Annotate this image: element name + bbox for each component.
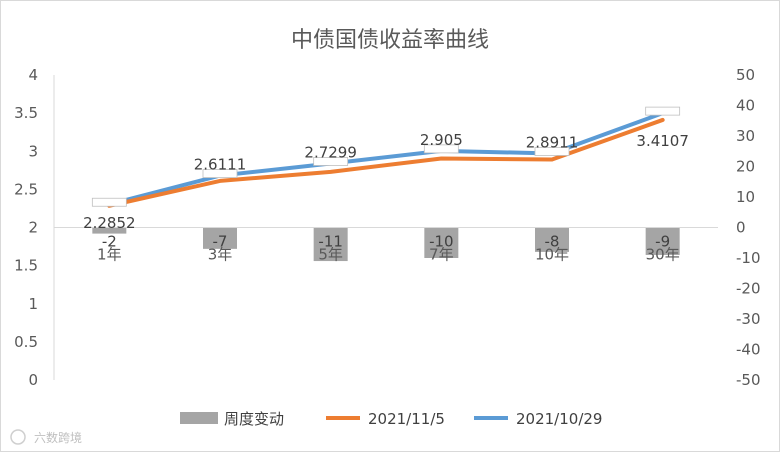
category-label: 5年 bbox=[318, 246, 343, 264]
line-marker-box bbox=[645, 106, 681, 116]
category-label: 3年 bbox=[208, 246, 233, 264]
series-line-2021-11-05 bbox=[107, 117, 665, 208]
line-data-label: 2.8911 bbox=[526, 133, 579, 151]
bar-data-label: -2 bbox=[102, 233, 117, 251]
chart-title: 中债国债收益率曲线 bbox=[291, 28, 489, 53]
weekly-change-bar bbox=[203, 227, 237, 249]
watermark-logo-icon bbox=[10, 429, 26, 445]
category-label: 10年 bbox=[535, 246, 569, 264]
category-label: 1年 bbox=[97, 246, 122, 264]
y-right-tick-label: -50 bbox=[736, 371, 761, 389]
y-left-tick-label: 3 bbox=[28, 142, 38, 160]
line-data-label: 2.2852 bbox=[83, 214, 136, 232]
legend-label: 周度变动 bbox=[224, 410, 284, 428]
y-right-tick-label: -10 bbox=[736, 249, 761, 267]
weekly-change-bar bbox=[645, 227, 680, 255]
bar-data-label: -10 bbox=[429, 233, 454, 251]
bar-data-label: -9 bbox=[655, 233, 670, 251]
legend-swatch-bar bbox=[180, 412, 218, 424]
y-right-tick-label: 10 bbox=[736, 188, 755, 206]
bar-data-label: -8 bbox=[545, 233, 560, 251]
y-right-tick-label: 20 bbox=[736, 158, 755, 176]
watermark: 六数跨境 bbox=[10, 429, 82, 445]
line-marker-box bbox=[423, 144, 459, 154]
weekly-change-bar bbox=[424, 227, 459, 258]
y-right-tick-label: 30 bbox=[736, 127, 755, 145]
weekly-change-bar bbox=[535, 227, 569, 252]
bar-data-label: -11 bbox=[318, 233, 343, 251]
legend-label: 2021/11/5 bbox=[368, 410, 445, 428]
line-data-label: 2.6111 bbox=[194, 156, 247, 174]
y-right-tick-label: -40 bbox=[736, 341, 761, 359]
y-left-tick-label: 0 bbox=[28, 371, 38, 389]
line-data-label: 2.905 bbox=[420, 131, 463, 149]
y-left-tick-label: 2 bbox=[28, 219, 38, 237]
y-right-tick-label: 40 bbox=[736, 97, 755, 115]
y-left-tick-label: 1.5 bbox=[14, 257, 38, 275]
line-marker-box bbox=[91, 197, 127, 207]
legend-label: 2021/10/29 bbox=[516, 410, 602, 428]
y-right-tick-label: 0 bbox=[736, 219, 746, 237]
y-right-tick-label: 50 bbox=[736, 66, 755, 84]
y-left-tick-label: 4 bbox=[28, 66, 38, 84]
line-data-label: 2.7299 bbox=[304, 143, 357, 161]
category-label: 30年 bbox=[646, 246, 680, 264]
line-marker-box bbox=[202, 169, 238, 178]
y-right-tick-label: -20 bbox=[736, 280, 761, 298]
watermark-text: 六数跨境 bbox=[34, 430, 82, 445]
bar-data-label: -7 bbox=[213, 233, 228, 251]
y-left-tick-label: 3.5 bbox=[14, 104, 38, 122]
line-marker-box bbox=[313, 157, 349, 166]
y-right-tick-label: -30 bbox=[736, 310, 761, 328]
series-line-2021-10-29 bbox=[107, 111, 665, 207]
y-left-tick-label: 0.5 bbox=[14, 333, 38, 351]
y-left-tick-label: 2.5 bbox=[14, 180, 38, 198]
y-left-tick-label: 1 bbox=[28, 295, 38, 313]
line-marker-box bbox=[534, 147, 570, 156]
weekly-change-bar bbox=[92, 227, 127, 234]
category-label: 7年 bbox=[429, 246, 454, 264]
weekly-change-bar bbox=[313, 227, 348, 262]
line-data-label: 3.4107 bbox=[636, 132, 689, 150]
